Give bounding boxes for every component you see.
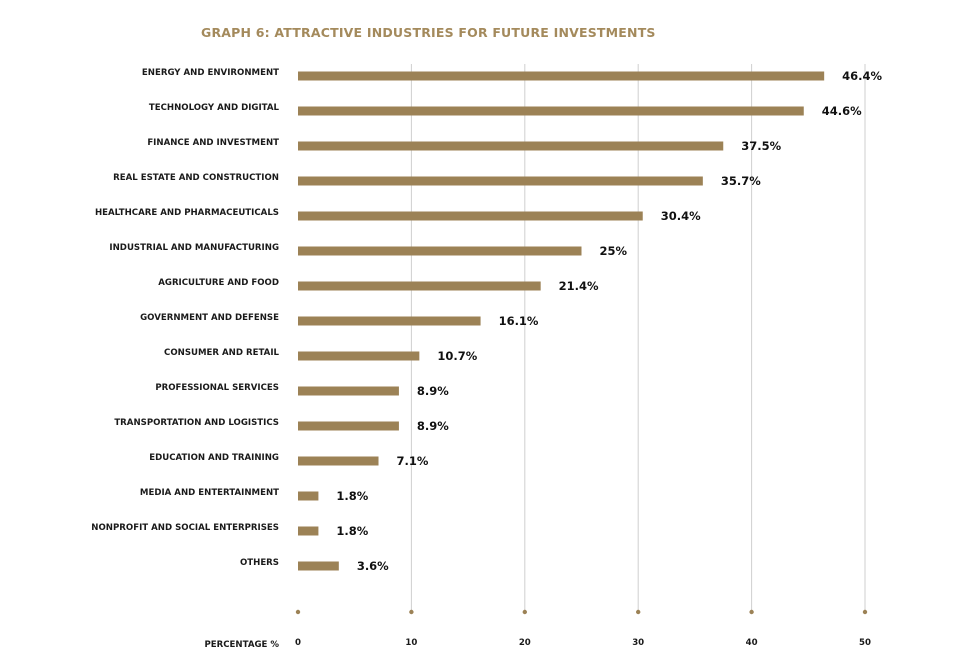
bar bbox=[298, 176, 703, 186]
bar bbox=[298, 561, 339, 571]
chart-title: GRAPH 6: ATTRACTIVE INDUSTRIES FOR FUTUR… bbox=[201, 25, 656, 40]
tick-dot bbox=[522, 609, 527, 615]
bar bbox=[298, 386, 399, 396]
x-tick-label: 40 bbox=[746, 638, 758, 648]
bars bbox=[298, 71, 825, 571]
value-label: 46.4% bbox=[842, 69, 882, 83]
category-label: REAL ESTATE AND CONSTRUCTION bbox=[113, 173, 279, 183]
category-label: EDUCATION AND TRAINING bbox=[149, 453, 279, 463]
x-tick-label: 20 bbox=[519, 638, 531, 648]
grid-lines bbox=[410, 64, 866, 612]
category-label: PROFESSIONAL SERVICES bbox=[155, 383, 279, 393]
tick-dot bbox=[862, 609, 868, 615]
bar bbox=[298, 421, 399, 431]
category-label: HEALTHCARE AND PHARMACEUTICALS bbox=[95, 208, 279, 218]
x-tick-label: 0 bbox=[295, 638, 301, 648]
value-label: 7.1% bbox=[397, 454, 429, 468]
x-tick-label: 30 bbox=[632, 638, 644, 648]
value-label: 8.9% bbox=[417, 419, 449, 433]
category-label: CONSUMER AND RETAIL bbox=[164, 348, 280, 358]
x-tick-label: 50 bbox=[859, 638, 871, 648]
value-labels: 46.4% 44.6% 37.5% 35.7% 30.4% 25% 21.4% 16.1% 10… bbox=[336, 69, 882, 573]
value-label: 16.1% bbox=[499, 314, 539, 328]
value-label: 8.9% bbox=[417, 384, 449, 398]
tick-dot bbox=[409, 609, 414, 615]
bar bbox=[298, 141, 724, 151]
value-label: 21.4% bbox=[559, 279, 599, 293]
category-labels: ENERGY AND ENVIRONMENT TECHNOLOGY AND DIG… bbox=[91, 68, 279, 568]
x-axis-title: PERCENTAGE % bbox=[204, 640, 279, 650]
bar bbox=[298, 491, 319, 501]
bar bbox=[298, 456, 379, 466]
category-label: FINANCE AND INVESTMENT bbox=[147, 138, 279, 148]
value-label: 1.8% bbox=[336, 524, 368, 538]
bar bbox=[298, 106, 804, 116]
tick-dot bbox=[636, 609, 641, 615]
x-tick-label: 10 bbox=[405, 638, 417, 648]
x-axis-ticks: 0 10 20 30 40 50 bbox=[295, 609, 871, 648]
value-label: 1.8% bbox=[336, 489, 368, 503]
value-label: 35.7% bbox=[721, 174, 761, 188]
value-label: 44.6% bbox=[822, 104, 862, 118]
bar bbox=[298, 351, 420, 361]
category-label: INDUSTRIAL AND MANUFACTURING bbox=[109, 243, 279, 253]
bar bbox=[298, 281, 541, 291]
category-label: NONPROFIT AND SOCIAL ENTERPRISES bbox=[91, 523, 279, 533]
category-label: AGRICULTURE AND FOOD bbox=[158, 278, 279, 288]
category-label: TECHNOLOGY AND DIGITAL bbox=[149, 103, 280, 113]
category-label: MEDIA AND ENTERTAINMENT bbox=[140, 488, 279, 498]
value-label: 30.4% bbox=[661, 209, 701, 223]
tick-dot bbox=[295, 609, 301, 615]
value-label: 10.7% bbox=[437, 349, 477, 363]
bar bbox=[298, 526, 319, 536]
value-label: 25% bbox=[600, 244, 628, 258]
bar bbox=[298, 211, 643, 221]
category-label: ENERGY AND ENVIRONMENT bbox=[142, 68, 279, 78]
category-label: TRANSPORTATION AND LOGISTICS bbox=[114, 418, 279, 428]
value-label: 37.5% bbox=[741, 139, 781, 153]
category-label: OTHERS bbox=[240, 558, 279, 568]
value-label: 3.6% bbox=[357, 559, 389, 573]
bar bbox=[298, 71, 825, 81]
tick-dot bbox=[749, 609, 754, 615]
bar bbox=[298, 246, 582, 256]
category-label: GOVERNMENT AND DEFENSE bbox=[140, 313, 279, 323]
bar bbox=[298, 316, 481, 326]
